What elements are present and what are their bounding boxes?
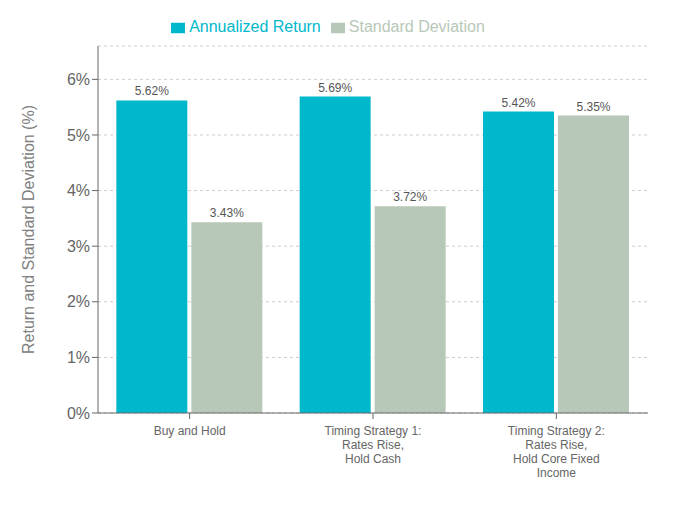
svg-text:Timing Strategy 1:Rates Rise,H: Timing Strategy 1:Rates Rise,Hold Cash — [325, 424, 422, 466]
svg-text:3.72%: 3.72% — [393, 190, 427, 204]
svg-text:5.42%: 5.42% — [501, 96, 535, 110]
svg-text:1%: 1% — [67, 349, 90, 366]
svg-text:Buy and Hold: Buy and Hold — [154, 424, 226, 438]
svg-text:4%: 4% — [67, 182, 90, 199]
svg-text:5.62%: 5.62% — [135, 84, 169, 98]
svg-text:0%: 0% — [67, 405, 90, 422]
svg-text:6%: 6% — [67, 71, 90, 88]
svg-text:3%: 3% — [67, 238, 90, 255]
svg-text:Return and Standard Deviation: Return and Standard Deviation (%) — [20, 105, 37, 354]
svg-text:5.35%: 5.35% — [576, 100, 610, 114]
svg-text:Timing Strategy 2:Rates Rise,H: Timing Strategy 2:Rates Rise,Hold Core F… — [508, 424, 605, 480]
svg-text:5%: 5% — [67, 127, 90, 144]
html-text:Standard Deviation: Standard Deviation — [348, 18, 485, 35]
svg-text:3.43%: 3.43% — [210, 206, 244, 220]
svg-text:2%: 2% — [67, 293, 90, 310]
svg-text:5.69%: 5.69% — [318, 81, 352, 95]
html-text:Annualized Return: Annualized Return — [189, 18, 321, 35]
